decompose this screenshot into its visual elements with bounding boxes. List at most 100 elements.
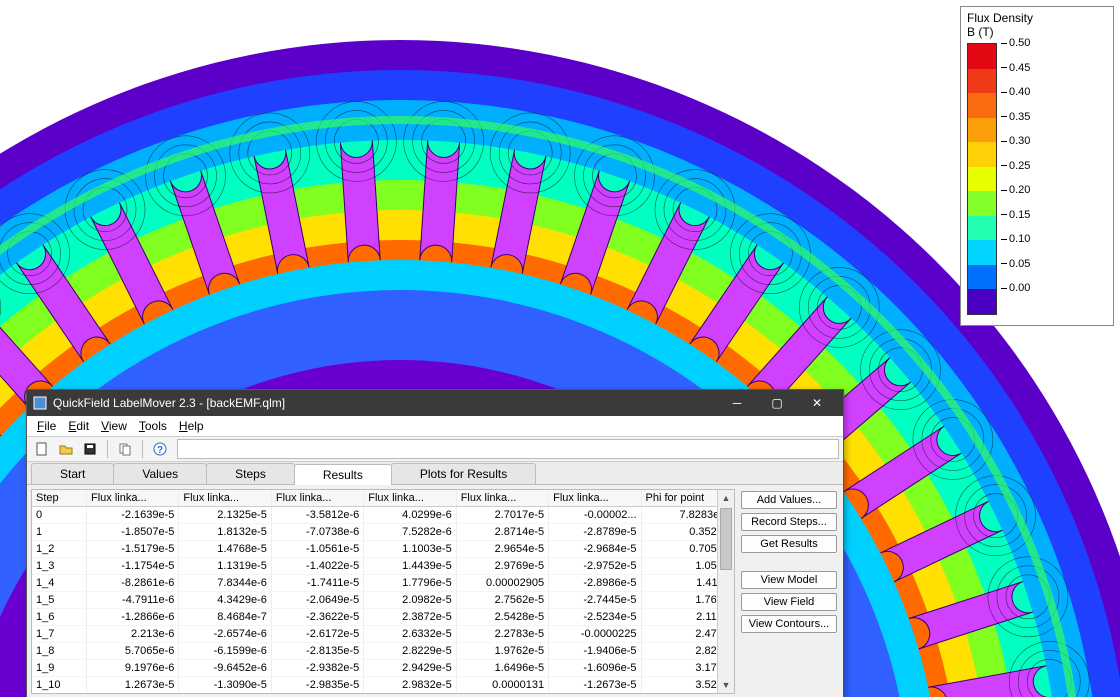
new-icon[interactable] [31, 438, 53, 460]
legend-ticks: 0.500.450.400.350.300.250.200.150.100.05… [1001, 43, 1061, 315]
tab-values[interactable]: Values [113, 463, 207, 484]
table-row[interactable]: 0-2.1639e-52.1325e-5-3.5812e-64.0299e-62… [32, 507, 734, 524]
legend-tick: 0.05 [1001, 258, 1030, 270]
scroll-up-arrow[interactable]: ▲ [718, 490, 734, 506]
table-cell: 2.2783e-5 [456, 626, 548, 643]
table-row[interactable]: 1_6-1.2866e-68.4684e-7-2.3622e-52.3872e-… [32, 609, 734, 626]
table-cell: -1.7411e-5 [271, 575, 363, 592]
table-row[interactable]: 1_4-8.2861e-67.8344e-6-1.7411e-51.7796e-… [32, 575, 734, 592]
table-cell: -1.3090e-5 [179, 677, 271, 694]
column-header[interactable]: Flux linka... [549, 490, 641, 507]
get_results-button[interactable]: Get Results [741, 535, 837, 553]
legend-tick: 0.30 [1001, 135, 1030, 147]
table-cell: -1.2673e-5 [549, 677, 641, 694]
table-cell: 2.0982e-5 [364, 592, 456, 609]
legend-tick: 0.25 [1001, 160, 1030, 172]
table-cell: -2.8789e-5 [549, 524, 641, 541]
tab-start[interactable]: Start [31, 463, 114, 484]
table-cell: 2.8714e-5 [456, 524, 548, 541]
column-header[interactable]: Flux linka... [364, 490, 456, 507]
table-cell: 1_5 [32, 592, 87, 609]
colorbar-legend: Flux Density B (T) 0.500.450.400.350.300… [960, 6, 1114, 326]
table-cell: 1_9 [32, 660, 87, 677]
menu-edit[interactable]: Edit [62, 417, 95, 435]
table-cell: -2.3622e-5 [271, 609, 363, 626]
table-cell: 1_6 [32, 609, 87, 626]
add_values-button[interactable]: Add Values... [741, 491, 837, 509]
record_steps-button[interactable]: Record Steps... [741, 513, 837, 531]
tab-steps[interactable]: Steps [206, 463, 295, 484]
view_model-button[interactable]: View Model [741, 571, 837, 589]
legend-tick: 0.35 [1001, 111, 1030, 123]
table-cell: 2.9832e-5 [364, 677, 456, 694]
table-row[interactable]: 1_5-4.7911e-64.3429e-6-2.0649e-52.0982e-… [32, 592, 734, 609]
legend-tick: 0.10 [1001, 233, 1030, 245]
legend-tick: 0.45 [1001, 62, 1030, 74]
toolbar-address[interactable] [177, 439, 839, 459]
view_field-button[interactable]: View Field [741, 593, 837, 611]
table-row[interactable]: 1_85.7065e-6-6.1599e-6-2.8135e-52.8229e-… [32, 643, 734, 660]
column-header[interactable]: Flux linka... [456, 490, 548, 507]
table-row[interactable]: 1_72.213e-6-2.6574e-6-2.6172e-52.6332e-5… [32, 626, 734, 643]
table-cell: 2.3872e-5 [364, 609, 456, 626]
close-button[interactable]: ✕ [797, 390, 837, 416]
table-cell: -2.1639e-5 [87, 507, 179, 524]
table-cell: -1.1754e-5 [87, 558, 179, 575]
copy-icon[interactable] [114, 438, 136, 460]
help-icon[interactable]: ? [149, 438, 171, 460]
table-row[interactable]: 1_2-1.5179e-51.4768e-5-1.0561e-51.1003e-… [32, 541, 734, 558]
table-cell: -4.7911e-6 [87, 592, 179, 609]
legend-tick: 0.00 [1001, 282, 1030, 294]
table-row[interactable]: 1_99.1976e-6-9.6452e-6-2.9382e-52.9429e-… [32, 660, 734, 677]
menu-help[interactable]: Help [173, 417, 210, 435]
column-header[interactable]: Flux linka... [87, 490, 179, 507]
table-cell: 8.4684e-7 [179, 609, 271, 626]
tab-results[interactable]: Results [294, 464, 392, 485]
vertical-scrollbar[interactable]: ▲ ▼ [717, 490, 734, 693]
table-cell: -8.2861e-6 [87, 575, 179, 592]
table-cell: 1_2 [32, 541, 87, 558]
table-cell: 0.0000131 [456, 677, 548, 694]
table-row[interactable]: 1_3-1.1754e-51.1319e-5-1.4022e-51.4439e-… [32, 558, 734, 575]
view_contours-button[interactable]: View Contours... [741, 615, 837, 633]
table-cell: -7.0738e-6 [271, 524, 363, 541]
table-cell: 4.0299e-6 [364, 507, 456, 524]
table-row[interactable]: 1_101.2673e-5-1.3090e-5-2.9835e-52.9832e… [32, 677, 734, 694]
scroll-thumb[interactable] [720, 508, 732, 570]
open-icon[interactable] [55, 438, 77, 460]
menu-view[interactable]: View [95, 417, 133, 435]
table-cell: -2.0649e-5 [271, 592, 363, 609]
title-bar[interactable]: QuickField LabelMover 2.3 - [backEMF.qlm… [27, 390, 843, 416]
tab-plots-for-results[interactable]: Plots for Results [391, 463, 536, 484]
menu-tools[interactable]: Tools [133, 417, 173, 435]
table-cell: 2.6332e-5 [364, 626, 456, 643]
table-cell: 1.2673e-5 [87, 677, 179, 694]
legend-title-1: Flux Density [967, 11, 1033, 25]
save-icon[interactable] [79, 438, 101, 460]
table-cell: -2.8135e-5 [271, 643, 363, 660]
table-cell: 2.9769e-5 [456, 558, 548, 575]
column-header[interactable]: Flux linka... [271, 490, 363, 507]
table-cell: 1.4768e-5 [179, 541, 271, 558]
scroll-down-arrow[interactable]: ▼ [718, 677, 734, 693]
table-cell: 9.1976e-6 [87, 660, 179, 677]
table-cell: -1.9406e-5 [549, 643, 641, 660]
table-cell: -2.9382e-5 [271, 660, 363, 677]
column-header[interactable]: Step [32, 490, 87, 507]
table-cell: 0 [32, 507, 87, 524]
menu-bar: FileEditViewToolsHelp [27, 416, 843, 437]
legend-color-bar [967, 43, 997, 315]
table-row[interactable]: 1-1.8507e-51.8132e-5-7.0738e-67.5282e-62… [32, 524, 734, 541]
table-cell: -2.9684e-5 [549, 541, 641, 558]
menu-file[interactable]: File [31, 417, 62, 435]
table-cell: 2.9654e-5 [456, 541, 548, 558]
table-cell: 5.7065e-6 [87, 643, 179, 660]
maximize-button[interactable]: ▢ [757, 390, 797, 416]
table-cell: 1.1003e-5 [364, 541, 456, 558]
table-cell: 1.7796e-5 [364, 575, 456, 592]
table-cell: 2.1325e-5 [179, 507, 271, 524]
column-header[interactable]: Flux linka... [179, 490, 271, 507]
minimize-button[interactable]: ─ [717, 390, 757, 416]
table-cell: 7.5282e-6 [364, 524, 456, 541]
table-cell: 1_10 [32, 677, 87, 694]
